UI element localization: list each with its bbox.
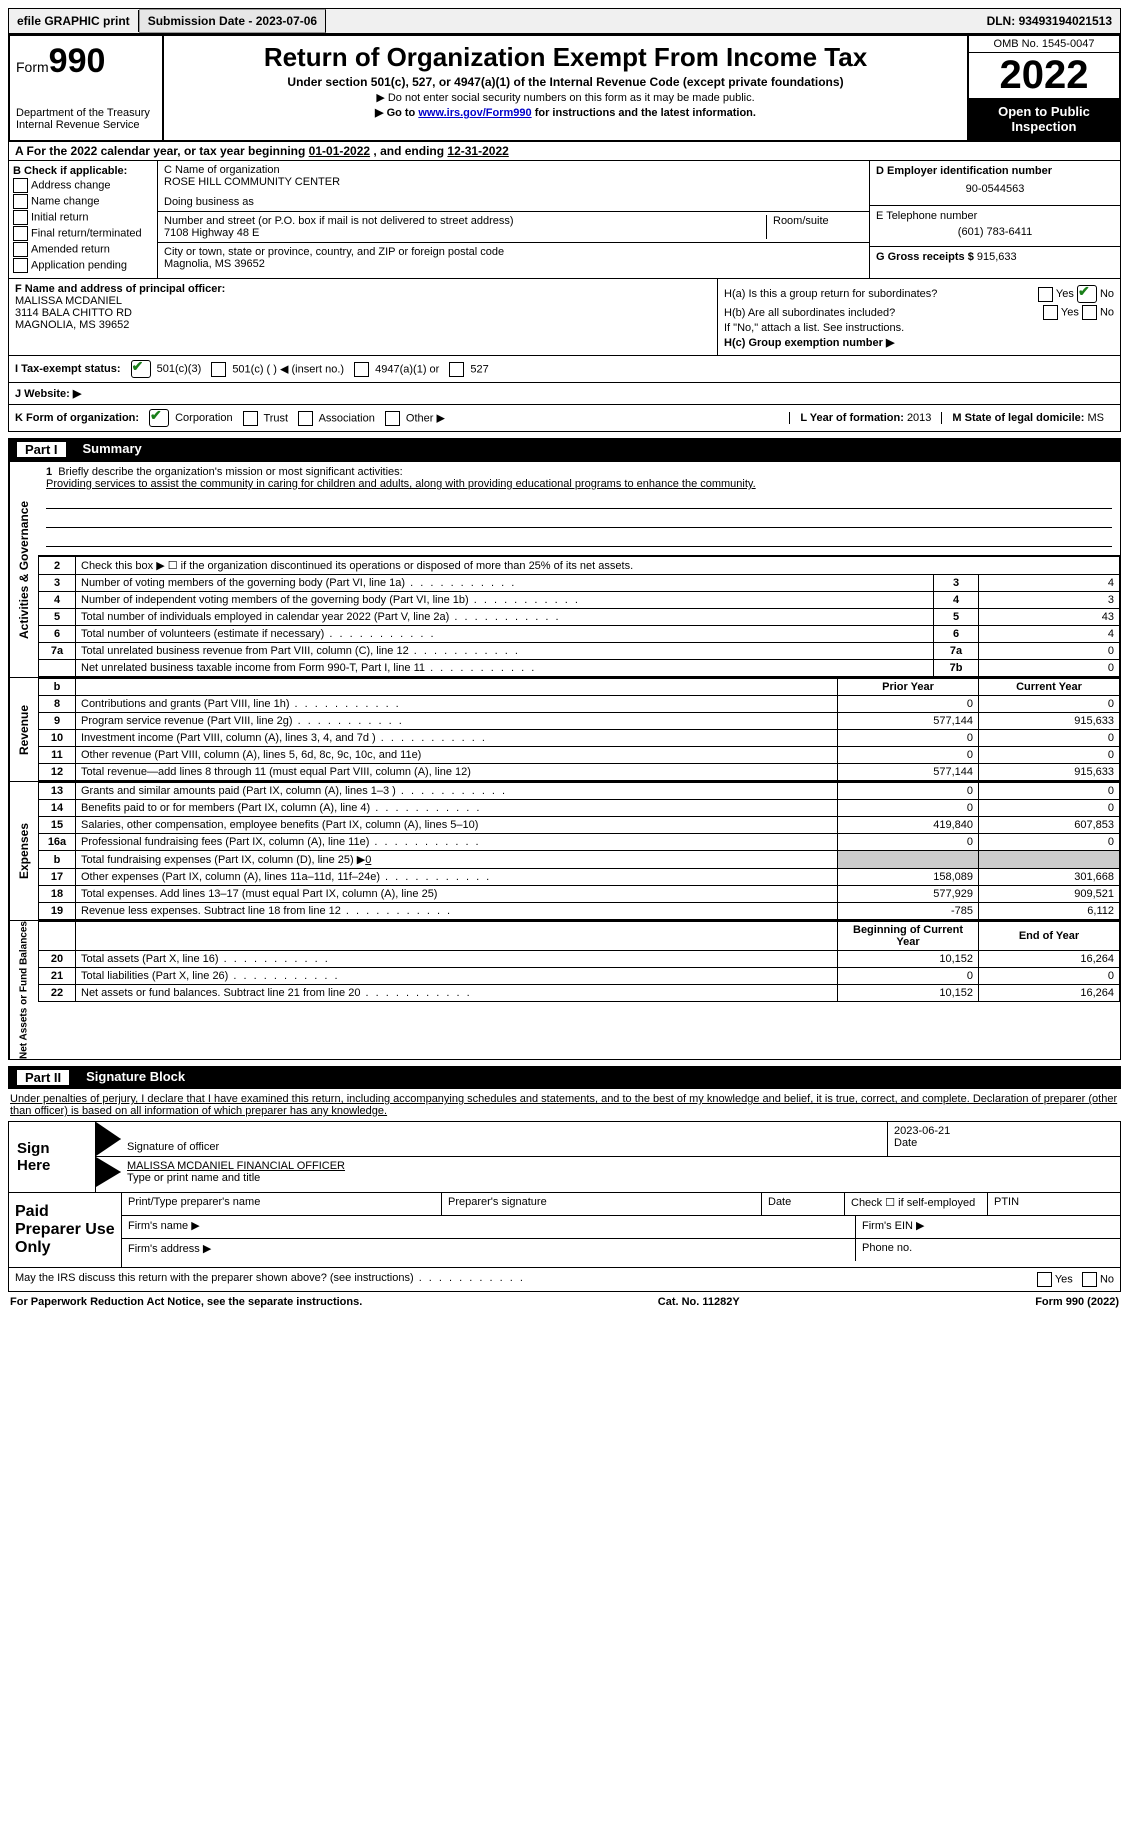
table-row: 9Program service revenue (Part VIII, lin… bbox=[39, 713, 1120, 730]
summary-rev: Revenue bPrior YearCurrent Year 8Contrib… bbox=[8, 678, 1121, 782]
discuss-question: May the IRS discuss this return with the… bbox=[8, 1268, 1121, 1292]
discuss-yes[interactable] bbox=[1037, 1272, 1052, 1287]
table-row: 17Other expenses (Part IX, column (A), l… bbox=[39, 869, 1120, 886]
block-bcd: B Check if applicable: Address change Na… bbox=[8, 161, 1121, 279]
table-ag: 2Check this box ▶ ☐ if the organization … bbox=[38, 556, 1120, 677]
side-rev: Revenue bbox=[9, 678, 38, 781]
arrow-icon bbox=[96, 1157, 121, 1187]
chk-527[interactable] bbox=[449, 362, 464, 377]
chk-initial-return[interactable] bbox=[13, 210, 28, 225]
summary-ag: Activities & Governance 1 Briefly descri… bbox=[8, 461, 1121, 678]
table-row: 7aTotal unrelated business revenue from … bbox=[39, 643, 1120, 660]
form-header: Form990 Department of the Treasury Inter… bbox=[8, 34, 1121, 142]
section-d: D Employer identification number 90-0544… bbox=[870, 161, 1120, 278]
table-row: 11Other revenue (Part VIII, column (A), … bbox=[39, 747, 1120, 764]
table-row: 22Net assets or fund balances. Subtract … bbox=[39, 985, 1120, 1002]
table-row: 12Total revenue—add lines 8 through 11 (… bbox=[39, 764, 1120, 781]
year-block: OMB No. 1545-0047 2022 Open to Public In… bbox=[969, 36, 1119, 140]
summary-net: Net Assets or Fund Balances Beginning of… bbox=[8, 921, 1121, 1060]
table-row: Beginning of Current YearEnd of Year bbox=[39, 922, 1120, 951]
chk-assoc[interactable] bbox=[298, 411, 313, 426]
section-h: H(a) Is this a group return for subordin… bbox=[718, 279, 1120, 355]
table-row: 6Total number of volunteers (estimate if… bbox=[39, 626, 1120, 643]
discuss-no[interactable] bbox=[1082, 1272, 1097, 1287]
hb-yes[interactable] bbox=[1043, 305, 1058, 320]
side-net: Net Assets or Fund Balances bbox=[9, 921, 38, 1059]
side-exp: Expenses bbox=[9, 782, 38, 920]
mission-block: 1 Briefly describe the organization's mi… bbox=[38, 462, 1120, 556]
chk-app-pending[interactable] bbox=[13, 258, 28, 273]
table-row: 4Number of independent voting members of… bbox=[39, 592, 1120, 609]
table-row: Net unrelated business taxable income fr… bbox=[39, 660, 1120, 677]
table-row: 10Investment income (Part VIII, column (… bbox=[39, 730, 1120, 747]
sign-here-block: Sign Here Signature of officer 2023-06-2… bbox=[8, 1122, 1121, 1193]
footer-line: For Paperwork Reduction Act Notice, see … bbox=[8, 1292, 1121, 1312]
chk-4947[interactable] bbox=[354, 362, 369, 377]
table-row: bTotal fundraising expenses (Part IX, co… bbox=[39, 851, 1120, 869]
chk-501c3[interactable] bbox=[131, 360, 151, 378]
table-row: 13Grants and similar amounts paid (Part … bbox=[39, 783, 1120, 800]
table-row: 15Salaries, other compensation, employee… bbox=[39, 817, 1120, 834]
table-row: 16aProfessional fundraising fees (Part I… bbox=[39, 834, 1120, 851]
summary-exp: Expenses 13Grants and similar amounts pa… bbox=[8, 782, 1121, 921]
part2-header: Part II Signature Block bbox=[8, 1066, 1121, 1089]
table-row: 20Total assets (Part X, line 16)10,15216… bbox=[39, 951, 1120, 968]
section-klm: K Form of organization: Corporation Trus… bbox=[8, 405, 1121, 432]
arrow-icon bbox=[96, 1122, 121, 1156]
table-row: 3Number of voting members of the governi… bbox=[39, 575, 1120, 592]
table-net: Beginning of Current YearEnd of Year 20T… bbox=[38, 921, 1120, 1002]
form-title-block: Return of Organization Exempt From Incom… bbox=[164, 36, 969, 140]
top-bar: efile GRAPHIC print Submission Date - 20… bbox=[8, 8, 1121, 34]
table-row: 2Check this box ▶ ☐ if the organization … bbox=[39, 557, 1120, 575]
part1-header: Part I Summary bbox=[8, 438, 1121, 461]
table-row: 21Total liabilities (Part X, line 26)00 bbox=[39, 968, 1120, 985]
table-row: 5Total number of individuals employed in… bbox=[39, 609, 1120, 626]
chk-other[interactable] bbox=[385, 411, 400, 426]
section-f: F Name and address of principal officer:… bbox=[9, 279, 718, 355]
section-i: I Tax-exempt status: 501(c)(3) 501(c) ( … bbox=[8, 356, 1121, 383]
block-fh: F Name and address of principal officer:… bbox=[8, 279, 1121, 356]
chk-501c[interactable] bbox=[211, 362, 226, 377]
form-id-block: Form990 Department of the Treasury Inter… bbox=[10, 36, 164, 140]
table-row: 14Benefits paid to or for members (Part … bbox=[39, 800, 1120, 817]
side-ag: Activities & Governance bbox=[9, 462, 38, 677]
section-a: A For the 2022 calendar year, or tax yea… bbox=[8, 142, 1121, 161]
chk-final-return[interactable] bbox=[13, 226, 28, 241]
chk-trust[interactable] bbox=[243, 411, 258, 426]
page-title: Return of Organization Exempt From Incom… bbox=[172, 42, 959, 73]
chk-amended[interactable] bbox=[13, 242, 28, 257]
paid-preparer-block: Paid Preparer Use Only Print/Type prepar… bbox=[8, 1193, 1121, 1268]
chk-corp[interactable] bbox=[149, 409, 169, 427]
dln: DLN: 93493194021513 bbox=[979, 10, 1120, 32]
table-row: 18Total expenses. Add lines 13–17 (must … bbox=[39, 886, 1120, 903]
hb-no[interactable] bbox=[1082, 305, 1097, 320]
ha-yes[interactable] bbox=[1038, 287, 1053, 302]
chk-address-change[interactable] bbox=[13, 178, 28, 193]
table-exp: 13Grants and similar amounts paid (Part … bbox=[38, 782, 1120, 920]
table-rev: bPrior YearCurrent Year 8Contributions a… bbox=[38, 678, 1120, 781]
penalty-text: Under penalties of perjury, I declare th… bbox=[8, 1089, 1121, 1122]
submission-date: Submission Date - 2023-07-06 bbox=[139, 9, 326, 33]
section-b: B Check if applicable: Address change Na… bbox=[9, 161, 158, 278]
table-row: bPrior YearCurrent Year bbox=[39, 679, 1120, 696]
efile-label: efile GRAPHIC print bbox=[9, 10, 139, 32]
ha-no[interactable] bbox=[1077, 285, 1097, 303]
table-row: 19Revenue less expenses. Subtract line 1… bbox=[39, 903, 1120, 920]
section-c: C Name of organization ROSE HILL COMMUNI… bbox=[158, 161, 870, 278]
table-row: 8Contributions and grants (Part VIII, li… bbox=[39, 696, 1120, 713]
chk-name-change[interactable] bbox=[13, 194, 28, 209]
section-j: J Website: ▶ bbox=[8, 383, 1121, 405]
form990-link[interactable]: www.irs.gov/Form990 bbox=[418, 107, 531, 119]
